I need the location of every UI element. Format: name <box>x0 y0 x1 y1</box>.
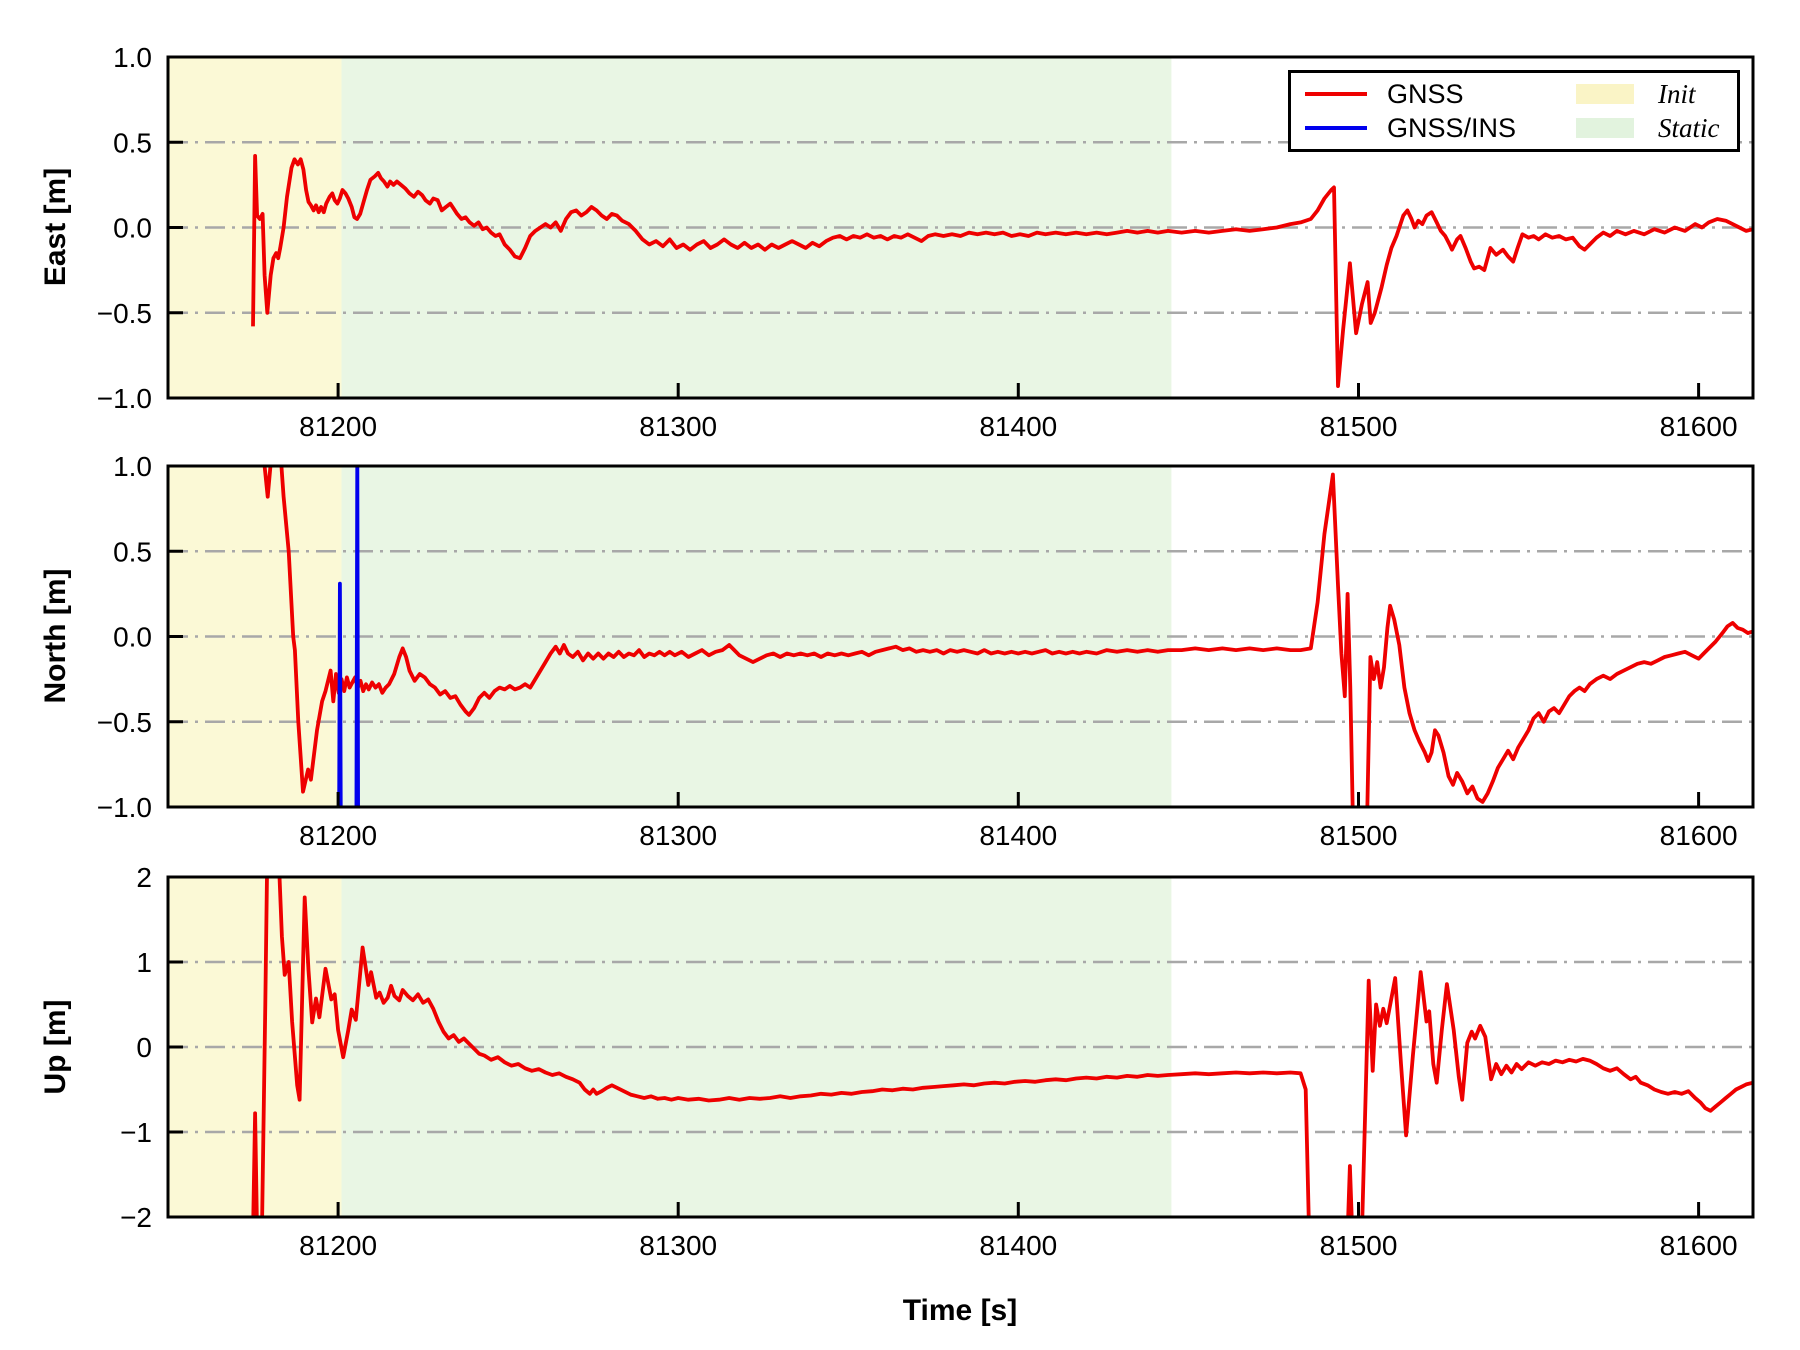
series-line-gnss-ins <box>337 581 343 807</box>
y-tick-label: 0 <box>136 1032 152 1063</box>
x-tick-label: 81200 <box>299 411 377 442</box>
x-tick-label: 81300 <box>639 1230 717 1261</box>
x-tick-label: 81500 <box>1320 820 1398 851</box>
legend-entry-gnss: GNSS <box>1291 77 1576 111</box>
y-tick-label: 1.0 <box>113 42 152 73</box>
y-tick-label: 2 <box>136 862 152 893</box>
subplot-north: 81200 81300 81400 81500 81600 −1.0 −0.5 0.0 0.5 1… <box>97 451 1755 851</box>
y-axis-label-up: Up [m] <box>39 999 72 1095</box>
legend-entry-static: Static <box>1576 111 1737 145</box>
x-tick-label: 81200 <box>299 820 377 851</box>
y-tick-label: 0.5 <box>113 127 152 158</box>
y-tick-label: 0.5 <box>113 536 152 567</box>
series-line-gnss <box>251 153 1753 389</box>
y-tick-label: 0.0 <box>113 213 152 244</box>
legend-entry-init: Init <box>1576 77 1737 111</box>
gnss-line-swatch <box>1305 92 1367 96</box>
legend-label-init: Init <box>1658 78 1696 109</box>
y-tick-label: −1.0 <box>97 792 152 823</box>
y-tick-label: −0.5 <box>97 298 152 329</box>
x-tick-label: 81400 <box>979 820 1057 851</box>
x-tick-label: 81200 <box>299 1230 377 1261</box>
x-tick-label: 81600 <box>1660 411 1738 442</box>
x-tick-label: 81300 <box>639 411 717 442</box>
y-axis-label-east: East [m] <box>39 167 72 287</box>
series-line-gnss <box>251 877 1753 1217</box>
legend-label-gnssins: GNSS/INS <box>1387 112 1517 143</box>
x-tick-label: 81500 <box>1320 411 1398 442</box>
axes-frame <box>166 55 1755 400</box>
x-axis-label: Time [s] <box>902 1294 1018 1327</box>
legend-label-gnss: GNSS <box>1387 78 1464 109</box>
x-tick-label: 81300 <box>639 820 717 851</box>
init-patch-swatch <box>1576 84 1634 104</box>
subplot-up: 81200 81300 81400 81500 81600 −2 −1 0 1 2 <box>120 862 1755 1261</box>
axes-frame <box>166 875 1755 1219</box>
x-tick-label: 81600 <box>1660 1230 1738 1261</box>
y-tick-label: 1.0 <box>113 451 152 482</box>
y-tick-label: −2 <box>120 1202 152 1233</box>
y-tick-label: −0.5 <box>97 707 152 738</box>
axes-frame <box>166 464 1755 809</box>
series-line-gnss-ins <box>354 466 360 807</box>
x-tick-label: 81600 <box>1660 820 1738 851</box>
gnssins-line-swatch <box>1305 126 1367 130</box>
legend-label-static: Static <box>1658 112 1720 143</box>
y-tick-label: 0.0 <box>113 622 152 653</box>
x-tick-label: 81400 <box>979 1230 1057 1261</box>
y-tick-label: 1 <box>136 947 152 978</box>
legend-entry-gnssins: GNSS/INS <box>1291 111 1576 145</box>
legend: GNSS Init GNSS/INS Static <box>1288 70 1740 152</box>
x-tick-label: 81400 <box>979 411 1057 442</box>
x-tick-label: 81500 <box>1320 1230 1398 1261</box>
subplot-east: 81200 81300 81400 81500 81600 −1.0 −0.5 0.0 0.5 1… <box>97 42 1755 442</box>
series-line-gnss <box>262 466 1753 807</box>
y-axis-label-north: North [m] <box>39 568 72 704</box>
y-tick-label: −1.0 <box>97 383 152 414</box>
static-patch-swatch <box>1576 118 1634 138</box>
y-tick-label: −1 <box>120 1117 152 1148</box>
